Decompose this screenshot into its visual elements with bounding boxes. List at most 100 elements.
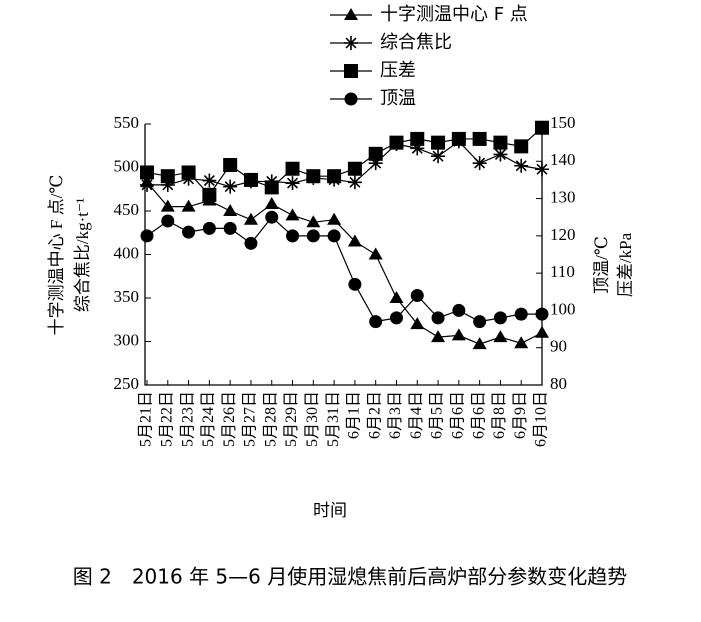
- marker: [368, 146, 383, 161]
- marker: [535, 307, 549, 321]
- x-tick-label: 5月31日: [325, 391, 342, 447]
- legend-label: 压差: [380, 60, 416, 81]
- marker: [327, 212, 342, 225]
- marker: [244, 236, 258, 250]
- caption: 图 2 2016 年 5—6 月使用湿熄焦前后高炉部分参数变化趋势: [73, 565, 628, 589]
- y-axis-label: 综合焦比/kg·t⁻¹: [73, 198, 92, 312]
- y2-axis-label: 压差/kPa: [616, 232, 635, 297]
- y2-tick-label: 150: [550, 113, 576, 132]
- marker: [514, 158, 529, 173]
- y2-axis-label: 顶温/℃: [592, 236, 611, 294]
- marker: [160, 169, 175, 184]
- marker: [431, 311, 445, 325]
- marker: [306, 169, 321, 184]
- marker: [368, 247, 383, 260]
- marker: [431, 330, 446, 343]
- x-tick-label: 6月9日: [512, 391, 529, 439]
- marker: [202, 173, 217, 188]
- x-tick-label: 5月26日: [221, 391, 238, 447]
- marker: [514, 336, 529, 349]
- marker: [182, 225, 196, 239]
- y-axis-label: 十字测温中心 F 点/℃: [47, 175, 66, 336]
- y-tick-label: 550: [114, 113, 140, 132]
- x-tick-label: 5月28日: [262, 391, 279, 447]
- y-tick-label: 450: [114, 200, 140, 219]
- marker: [160, 199, 175, 212]
- x-tick-label: 5月29日: [283, 391, 300, 447]
- marker: [344, 36, 358, 50]
- marker: [344, 92, 358, 106]
- marker: [140, 229, 154, 243]
- marker: [368, 156, 383, 171]
- marker: [223, 158, 238, 173]
- marker: [431, 135, 446, 150]
- x-tick-label: 6月10日: [533, 391, 550, 447]
- x-axis-label: 时间: [313, 501, 347, 520]
- marker: [344, 64, 358, 78]
- marker: [347, 161, 362, 176]
- marker: [140, 165, 154, 180]
- marker: [389, 291, 404, 303]
- marker: [493, 135, 508, 150]
- x-tick-label: 6月3日: [387, 391, 404, 439]
- marker: [389, 135, 404, 150]
- marker: [473, 315, 487, 329]
- x-tick-label: 5月24日: [200, 391, 217, 447]
- marker: [243, 172, 258, 187]
- marker: [202, 187, 217, 202]
- y2-tick-label: 90: [550, 337, 567, 356]
- marker: [264, 197, 279, 210]
- marker: [535, 162, 549, 177]
- marker: [181, 199, 196, 212]
- marker: [181, 165, 196, 180]
- marker: [223, 221, 237, 235]
- marker: [410, 289, 424, 303]
- marker: [223, 204, 238, 216]
- y2-tick-label: 80: [550, 374, 567, 393]
- legend-label: 十字测温中心 F 点: [380, 4, 528, 25]
- y2-tick-label: 140: [550, 150, 576, 169]
- marker: [285, 208, 300, 221]
- marker: [369, 315, 383, 329]
- marker: [306, 229, 320, 243]
- y-tick-label: 500: [114, 156, 140, 175]
- marker: [344, 8, 358, 20]
- y2-tick-label: 110: [550, 262, 575, 281]
- x-tick-label: 5月22日: [158, 391, 175, 447]
- marker: [493, 147, 508, 162]
- marker: [285, 161, 300, 176]
- legend-item: 十字测温中心 F 点: [330, 4, 528, 25]
- marker: [493, 330, 508, 343]
- y2-tick-label: 100: [550, 299, 576, 318]
- marker: [514, 139, 529, 154]
- x-tick-label: 6月5日: [429, 391, 446, 439]
- x-tick-label: 6月4日: [408, 391, 425, 439]
- legend-item: 综合焦比: [330, 32, 452, 53]
- marker: [286, 229, 300, 243]
- marker: [347, 234, 362, 247]
- marker: [327, 229, 341, 243]
- marker: [431, 149, 446, 164]
- legend-item: 压差: [330, 60, 416, 81]
- x-tick-label: 6月1日: [346, 391, 363, 439]
- marker: [514, 307, 528, 321]
- y-tick-label: 300: [114, 330, 140, 349]
- marker: [493, 311, 507, 325]
- marker: [306, 215, 321, 228]
- marker: [410, 131, 425, 146]
- x-tick-label: 5月23日: [179, 391, 196, 447]
- marker: [535, 325, 549, 338]
- marker: [347, 175, 362, 190]
- marker: [264, 180, 279, 195]
- x-tick-label: 5月30日: [304, 391, 321, 447]
- x-tick-label: 6月2日: [366, 391, 383, 439]
- marker: [223, 179, 238, 194]
- marker: [161, 214, 175, 228]
- marker: [327, 169, 342, 184]
- legend-label: 综合焦比: [380, 32, 452, 53]
- marker: [451, 131, 466, 146]
- y-tick-label: 250: [114, 374, 140, 393]
- marker: [535, 120, 549, 135]
- marker: [410, 141, 425, 156]
